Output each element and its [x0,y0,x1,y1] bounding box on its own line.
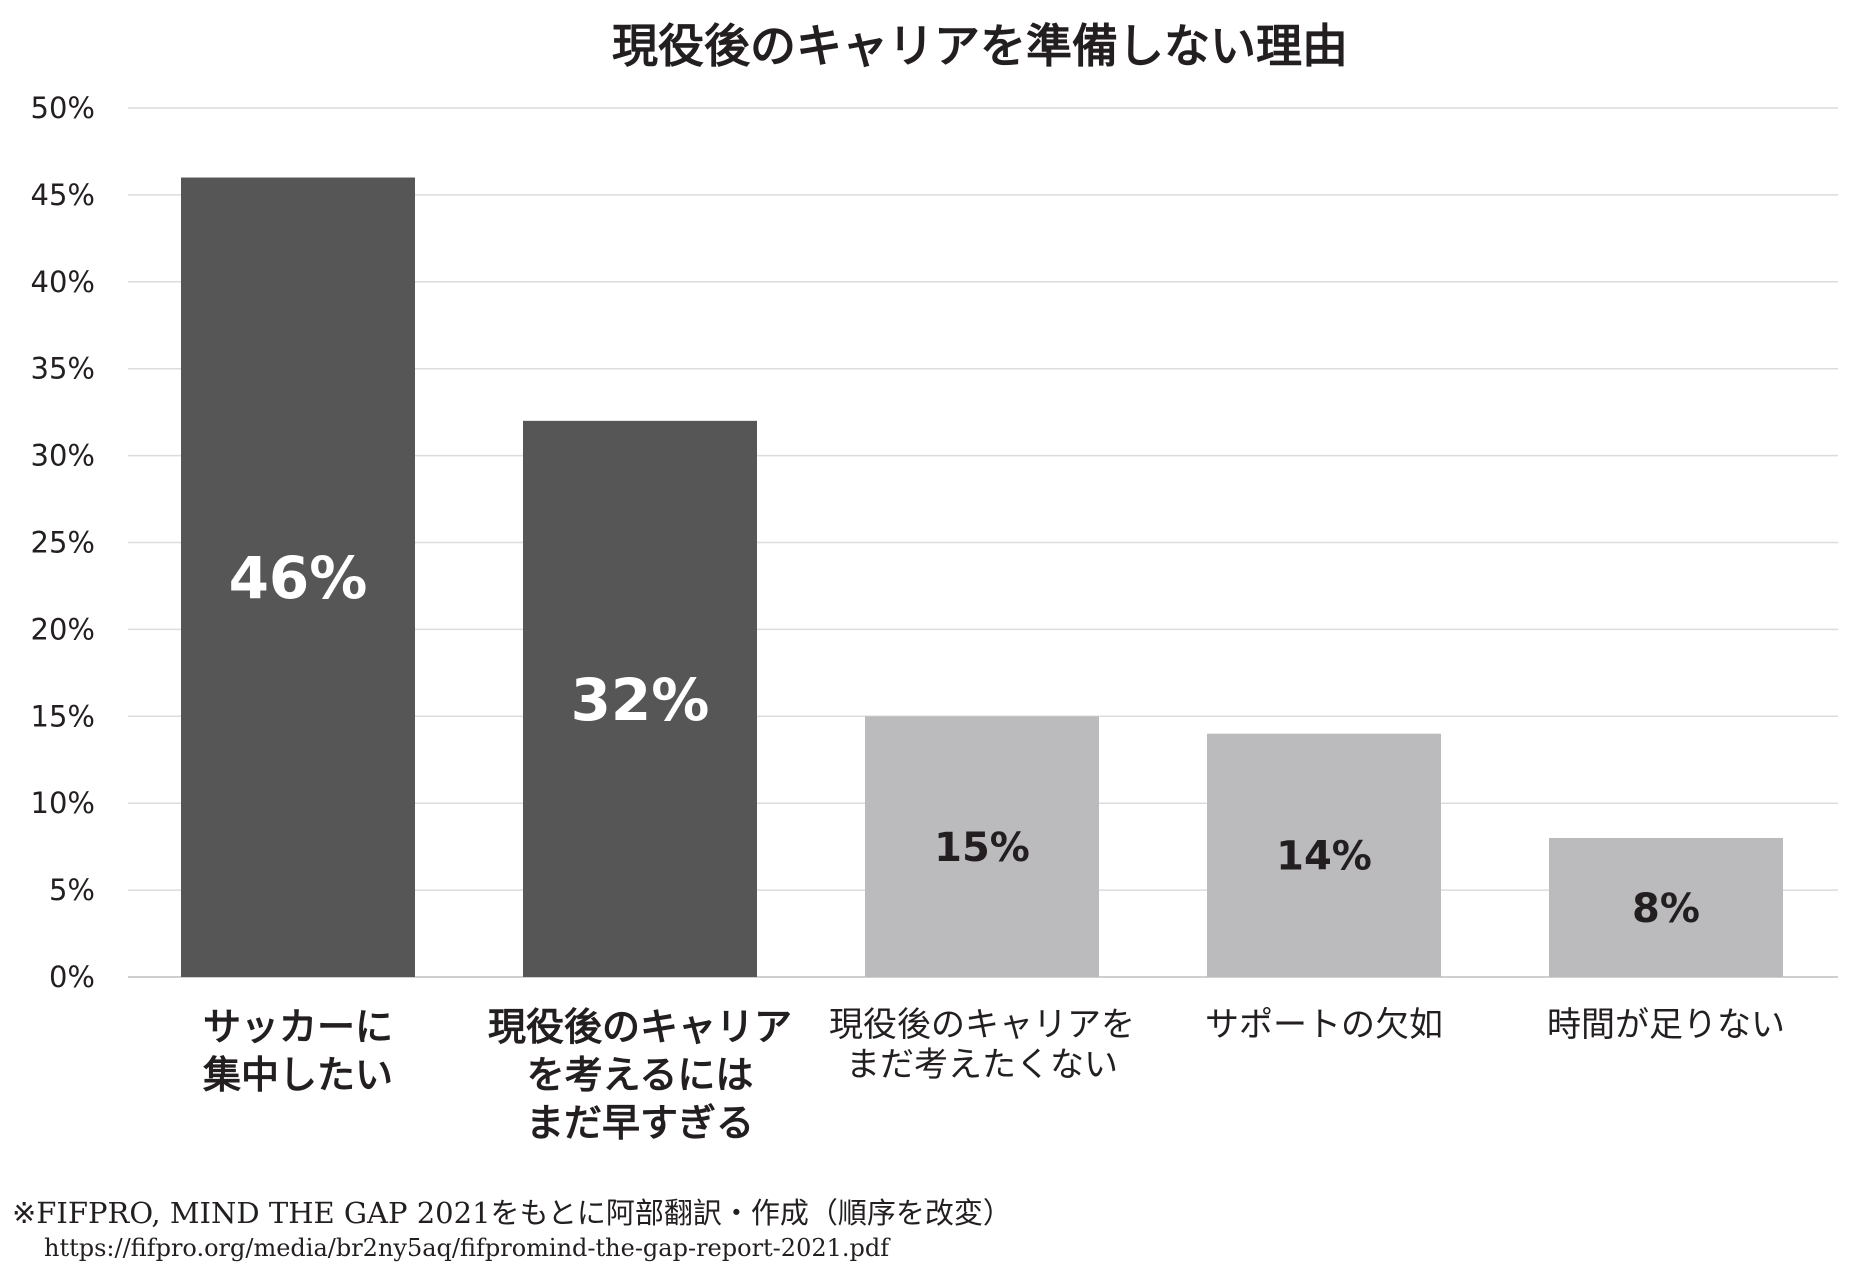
bar-value-label: 8% [1632,886,1700,932]
source-url: https://fifpro.org/media/br2ny5aq/fifpro… [44,1234,890,1262]
y-tick-label: 20% [31,612,95,646]
y-tick-label: 30% [31,439,95,473]
bar-value-labels: 46% 32% 15% 14% 8% [229,544,1700,932]
bar-value-label: 32% [571,666,710,734]
x-category-label: 現役後のキャリア [488,1005,792,1049]
bar [523,420,757,978]
bar [181,177,415,977]
x-category-label: 集中したい [202,1053,393,1097]
y-tick-label: 40% [31,265,95,299]
y-tick-label: 25% [31,526,95,560]
y-tick-label: 50% [31,91,95,125]
x-category-label: サッカーに [203,1005,393,1049]
bar-value-label: 15% [934,825,1030,871]
bar-value-label: 14% [1276,834,1372,880]
source-note: ※FIFPRO, MIND THE GAP 2021をもとに阿部翻訳・作成（順序… [12,1196,1012,1230]
x-category-label: 時間が足りない [1547,1005,1785,1045]
x-category-label: を考えるには [527,1053,754,1097]
x-category-label: 現役後のキャリアを [829,1005,1135,1045]
y-tick-label: 15% [31,699,95,733]
bars [181,177,1783,978]
x-category-label: サポートの欠如 [1205,1005,1443,1045]
y-tick-label: 35% [31,352,95,386]
y-tick-label: 0% [49,960,95,994]
bar [1549,837,1783,977]
y-tick-label: 45% [31,178,95,212]
y-tick-label: 5% [49,873,95,907]
chart-title: 現役後のキャリアを準備しない理由 [612,19,1348,73]
bar [1207,733,1441,977]
bar-value-label: 46% [229,544,368,612]
y-axis-ticks: 0% 5% 10% 15% 20% 25% 30% 35% 40% 45% 50% [31,91,95,994]
x-category-label: まだ早すぎる [526,1101,754,1145]
x-category-label: まだ考えたくない [846,1045,1118,1085]
bar [865,716,1099,977]
y-tick-label: 10% [31,786,95,820]
